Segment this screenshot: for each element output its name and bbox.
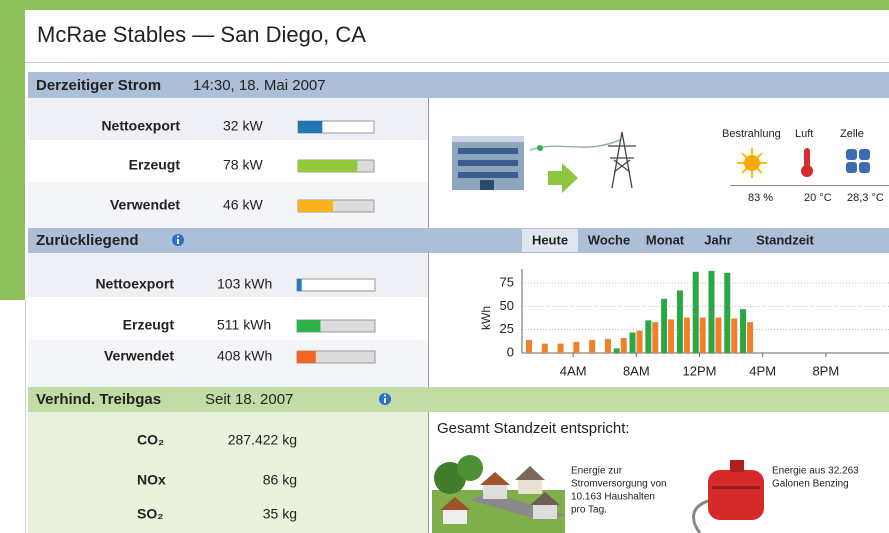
- y-tick-label: 25: [500, 321, 514, 336]
- row-value: 408 kWh: [217, 348, 272, 364]
- tab[interactable]: Jahr: [704, 232, 731, 247]
- section-title: Derzeitiger Strom: [36, 77, 161, 94]
- gauge-fill: [298, 121, 322, 133]
- bar: [614, 348, 620, 353]
- pylon-icon: [608, 132, 636, 188]
- emission-value: 35 kg: [263, 506, 297, 522]
- y-tick-label: 0: [507, 344, 514, 359]
- bar: [630, 332, 636, 353]
- bar: [573, 342, 579, 353]
- tab[interactable]: Woche: [588, 232, 630, 247]
- side-strip: [0, 0, 25, 300]
- y-axis-label: kWh: [479, 306, 493, 330]
- building-icon: [452, 136, 620, 190]
- bar: [731, 318, 737, 353]
- tab[interactable]: Heute: [532, 232, 568, 247]
- row-value: 32 kW: [223, 118, 263, 134]
- row-label: Erzeugt: [123, 317, 175, 333]
- emission-label: SO₂: [137, 506, 163, 522]
- info-icon[interactable]: [172, 234, 184, 246]
- tab[interactable]: Standzeit: [756, 232, 814, 247]
- cell-icon: [846, 149, 870, 173]
- row-label: Erzeugt: [129, 157, 181, 173]
- page-title: McRae Stables — San Diego, CA: [37, 22, 366, 47]
- weather-value: 83 %: [748, 192, 773, 204]
- emissions-panel: [28, 412, 428, 533]
- tab[interactable]: Monat: [646, 232, 685, 247]
- bar: [740, 309, 746, 353]
- gasoline-text: Galonen Benzing: [772, 479, 849, 490]
- x-tick-label: 12PM: [683, 363, 717, 378]
- gas-can-illustration: [694, 460, 764, 533]
- row-label: Nettoexport: [95, 276, 174, 292]
- bar: [645, 320, 651, 353]
- bar: [684, 318, 690, 353]
- emission-label: CO₂: [137, 432, 164, 448]
- bar: [652, 322, 658, 353]
- thermometer-icon: [801, 148, 813, 177]
- emission-value: 287.422 kg: [228, 432, 297, 448]
- x-tick-label: 4AM: [560, 363, 587, 378]
- row-label: Nettoexport: [101, 118, 180, 134]
- row-value: 78 kW: [223, 157, 263, 173]
- bar: [526, 340, 532, 353]
- gauge-fill: [297, 351, 316, 363]
- row-label: Verwendet: [104, 348, 174, 364]
- bar: [724, 273, 730, 353]
- bar: [747, 322, 753, 353]
- bar: [589, 340, 595, 353]
- since-date: Seit 18. 2007: [205, 391, 293, 408]
- y-tick-label: 75: [500, 274, 514, 289]
- section-title: Verhind. Treibgas: [36, 391, 161, 408]
- bar: [708, 271, 714, 353]
- row-label: Verwendet: [110, 197, 180, 213]
- bar: [677, 290, 683, 353]
- weather-value: 28,3 °C: [847, 192, 884, 204]
- weather-label: Bestrahlung: [722, 128, 781, 140]
- households-text: Stromversorgung von: [571, 479, 667, 490]
- x-tick-label: 8AM: [623, 363, 650, 378]
- bar: [661, 299, 667, 353]
- gauge-fill: [297, 279, 302, 291]
- households-text: pro Tag.: [571, 505, 607, 516]
- gauge-fill: [298, 160, 357, 172]
- bar: [715, 318, 721, 353]
- arrow-icon: [548, 163, 578, 193]
- emission-value: 86 kg: [263, 472, 297, 488]
- gauge-fill: [297, 320, 320, 332]
- dashboard: McRae Stables — San Diego, CA Derzeitige…: [0, 0, 889, 533]
- x-tick-label: 4PM: [749, 363, 776, 378]
- gauge-track: [297, 279, 375, 291]
- timestamp: 14:30, 18. Mai 2007: [193, 77, 326, 94]
- sun-icon: [737, 148, 767, 178]
- bar: [693, 272, 699, 353]
- row-value: 511 kWh: [217, 317, 271, 333]
- gauge-fill: [298, 200, 333, 212]
- y-tick-label: 50: [500, 298, 514, 313]
- bar: [621, 338, 627, 353]
- top-strip: [0, 0, 889, 10]
- houses-illustration: [432, 455, 565, 533]
- weather-value: 20 °C: [804, 192, 832, 204]
- bar: [558, 344, 564, 353]
- bar: [700, 318, 706, 353]
- x-tick-label: 8PM: [812, 363, 839, 378]
- bar: [637, 331, 643, 353]
- section-title: Zurückliegend: [36, 232, 139, 249]
- weather-label: Luft: [795, 128, 813, 140]
- bar: [542, 344, 548, 353]
- weather-label: Zelle: [840, 128, 864, 140]
- households-text: 10.163 Haushalten: [571, 492, 655, 503]
- row-value: 103 kWh: [217, 276, 272, 292]
- households-text: Energie zur: [571, 466, 623, 477]
- bar: [668, 319, 674, 353]
- info-icon[interactable]: [379, 393, 391, 405]
- row-value: 46 kW: [223, 197, 263, 213]
- emission-label: NOx: [137, 472, 166, 488]
- bar: [605, 339, 611, 353]
- equivalent-title: Gesamt Standzeit entspricht:: [437, 420, 630, 437]
- gasoline-text: Energie aus 32.263: [772, 466, 859, 477]
